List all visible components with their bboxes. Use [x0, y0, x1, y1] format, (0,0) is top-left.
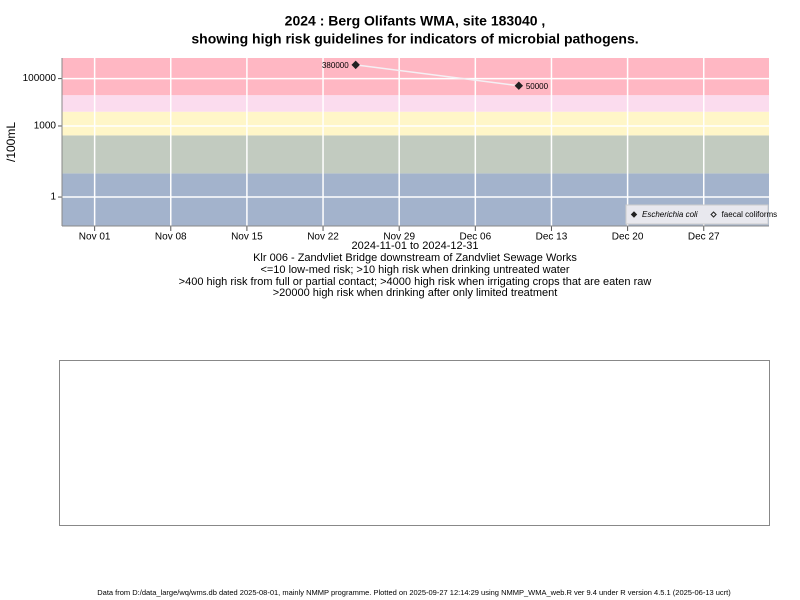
- y-tick-label: 1: [50, 192, 56, 203]
- note: Klr 006 - Zandvliet Bridge downstream of…: [253, 252, 577, 264]
- y-tick-label: 100000: [23, 73, 57, 84]
- x-tick-label: Nov 22: [307, 232, 339, 243]
- x-tick-label: Nov 01: [79, 232, 111, 243]
- x-tick-label: Dec 20: [612, 232, 644, 243]
- data-point: [514, 81, 524, 90]
- x-tick-label: Nov 15: [231, 232, 263, 243]
- y-tick-label: 1000: [34, 121, 57, 132]
- y-axis-label: /100mL: [4, 122, 18, 162]
- data-label: 50000: [526, 82, 549, 91]
- data-point: [351, 60, 360, 70]
- legend-box: [625, 204, 769, 225]
- x-tick-label: Dec 06: [459, 232, 491, 243]
- chart-subtitle: showing high risk guidelines for indicat…: [191, 31, 638, 47]
- risk-band: [62, 111, 769, 136]
- legend-label: faecal coliforms: [722, 210, 778, 219]
- x-tick-label: Nov 29: [383, 232, 415, 243]
- x-axis-label: 2024-11-01 to 2024-12-31: [351, 240, 478, 252]
- note: >400 high risk from full or partial cont…: [179, 276, 652, 288]
- legend-marker: [630, 211, 638, 218]
- risk-band: [62, 58, 769, 96]
- x-tick-label: Dec 13: [536, 232, 568, 243]
- risk-band: [62, 135, 769, 174]
- note: >20000 high risk when drinking after onl…: [273, 287, 558, 299]
- footer: Data from D:/data_large/wq/wms.db dated …: [97, 588, 731, 597]
- risk-band: [62, 95, 769, 112]
- note: <=10 low-med risk; >10 high risk when dr…: [260, 264, 569, 276]
- legend-marker: [710, 211, 717, 218]
- series-line: [355, 64, 519, 87]
- data-label: 380000: [322, 61, 349, 70]
- legend-label: Escherichia coli: [642, 210, 698, 219]
- empty-panel: [59, 360, 770, 526]
- x-tick-label: Dec 27: [688, 232, 720, 243]
- chart-title: 2024 : Berg Olifants WMA, site 183040 ,: [285, 13, 546, 29]
- x-tick-label: Nov 08: [155, 232, 187, 243]
